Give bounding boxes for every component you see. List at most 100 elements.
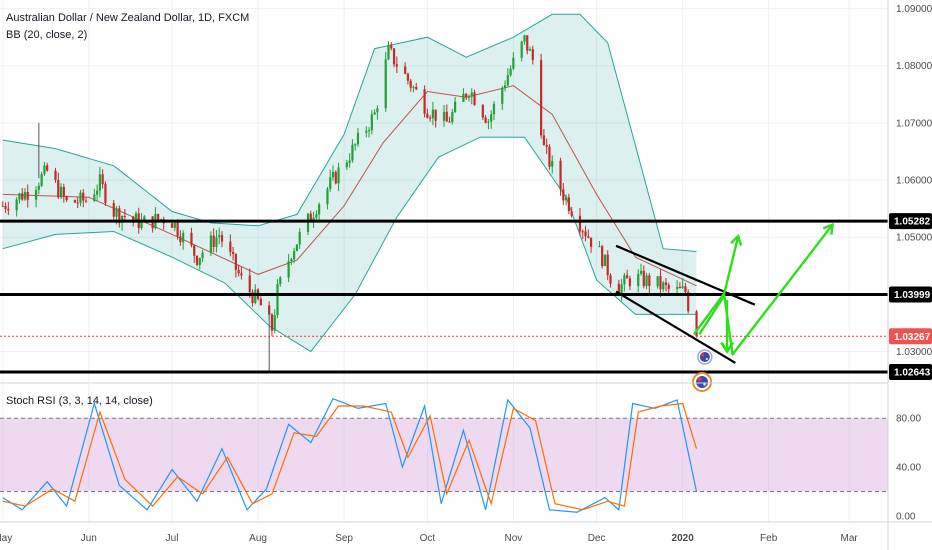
candle — [598, 240, 601, 248]
candle-body — [193, 245, 196, 256]
time-tick-label: Feb — [760, 533, 778, 544]
candle-body — [331, 171, 335, 178]
candle-body — [157, 214, 160, 220]
candle-body — [656, 276, 659, 287]
candle — [331, 165, 335, 181]
projection-arrow-line[interactable] — [698, 223, 834, 356]
candle-body — [642, 270, 645, 287]
candle — [448, 116, 451, 123]
candle-body — [179, 236, 182, 243]
candle-body — [26, 191, 29, 200]
candle-body — [526, 35, 529, 51]
candle — [15, 197, 18, 217]
channel-lower-trendline[interactable] — [615, 290, 736, 364]
candle — [501, 86, 504, 111]
candle — [315, 210, 318, 220]
price-tick-label: 1.09000 — [896, 4, 932, 15]
flag-australia-icon[interactable] — [692, 371, 713, 392]
flag-australia-icon[interactable] — [697, 349, 713, 365]
candle — [384, 51, 387, 112]
candle-body — [451, 111, 454, 123]
candle — [626, 269, 629, 279]
candle-body — [298, 231, 301, 245]
candle — [293, 247, 296, 264]
candle-body — [512, 57, 515, 69]
candle — [367, 127, 371, 138]
candle — [309, 210, 312, 222]
arrow-head-icon[interactable] — [720, 341, 735, 354]
candle — [481, 103, 484, 121]
candle-body — [667, 284, 670, 289]
bollinger-lower-line — [2, 136, 697, 353]
candle — [365, 126, 368, 138]
candle-body — [251, 292, 254, 304]
stoch-rsi-legend[interactable]: Stoch RSI (3, 3, 14, 14, close) — [6, 395, 153, 407]
candle-body — [648, 275, 651, 287]
candle — [195, 255, 199, 267]
candle-body — [589, 237, 593, 247]
stoch-rsi-axis[interactable]: 80.00 40.00 0.00 — [896, 414, 921, 523]
candle — [179, 230, 182, 246]
candle-body — [570, 211, 573, 216]
candle-body — [348, 160, 351, 163]
chart-title[interactable]: Australian Dollar / New Zealand Dollar, … — [6, 12, 249, 24]
candle — [190, 227, 193, 248]
candle — [76, 197, 79, 209]
candle — [678, 282, 681, 289]
price-tick-label: 1.03000 — [896, 347, 932, 358]
candle — [642, 265, 645, 289]
candle-body — [365, 130, 368, 133]
candle-body — [279, 277, 282, 285]
candle — [54, 167, 57, 183]
candle — [62, 183, 65, 203]
candle-body — [4, 205, 7, 209]
candle-body — [367, 130, 371, 132]
candle — [512, 52, 515, 71]
candle-body — [639, 270, 643, 274]
candle — [462, 88, 465, 102]
candle — [545, 138, 548, 155]
projection-arrow-line[interactable] — [692, 235, 740, 336]
bollinger-legend[interactable]: BB (20, close, 2) — [6, 29, 87, 41]
candle-body — [442, 111, 446, 121]
candle — [251, 289, 254, 307]
candle — [259, 296, 262, 306]
candle-body — [115, 208, 118, 217]
candle — [1, 201, 4, 207]
price-axis[interactable]: 1.09000 1.08000 1.07000 1.06000 1.05000 1.030… — [896, 4, 932, 358]
candle — [431, 101, 434, 126]
time-tick-label: Jul — [166, 533, 179, 544]
candle-body — [57, 179, 60, 198]
arrow-head-icon[interactable] — [822, 222, 834, 235]
candle — [57, 172, 60, 200]
candle-body — [606, 254, 609, 276]
arrow-head-icon[interactable] — [730, 233, 743, 246]
candle-body — [415, 86, 418, 90]
candle-body — [121, 216, 124, 223]
candle-body — [37, 185, 40, 190]
candle — [337, 162, 340, 192]
candle-body — [687, 292, 690, 312]
channel-upper-trendline[interactable] — [615, 244, 756, 306]
projection-arrows[interactable] — [692, 222, 834, 356]
candle-body — [229, 241, 232, 252]
candle — [23, 188, 27, 201]
candle — [390, 42, 393, 51]
candle-body — [392, 48, 396, 65]
price-badge-1-05282: 1.05282 — [889, 213, 932, 230]
candle-body — [40, 174, 43, 186]
candle-body — [409, 80, 412, 88]
candle-body — [318, 204, 321, 215]
candle — [429, 115, 432, 122]
candle — [279, 276, 282, 287]
candle — [570, 206, 573, 218]
candle-body — [337, 167, 340, 184]
candle-body — [96, 190, 99, 195]
candle-body — [412, 86, 415, 88]
candle-body — [79, 192, 82, 203]
candle — [237, 264, 240, 277]
candle-body — [273, 315, 276, 331]
candle — [79, 189, 82, 207]
time-axis[interactable]: May Jun Jul Aug Sep Oct Nov Dec 2020 Feb Mar — [0, 533, 858, 544]
candle — [198, 257, 201, 270]
